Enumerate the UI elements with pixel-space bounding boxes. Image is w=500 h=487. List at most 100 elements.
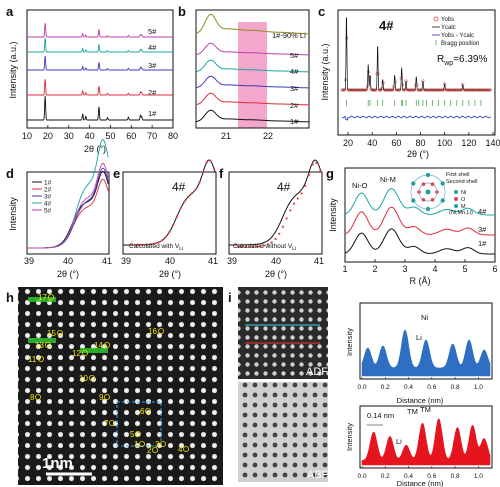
obs-point	[285, 217, 288, 220]
obs-point	[304, 184, 307, 188]
d-legend-label: 2#	[44, 187, 52, 194]
g-xtick-label: 4	[432, 264, 437, 274]
obs-point	[240, 245, 244, 249]
legend-diff: Yobs - Ycalc	[441, 33, 474, 39]
plot-frame-e	[122, 171, 217, 255]
top-xlabel: Distance (nm)	[397, 396, 444, 405]
atom-number: 3	[155, 440, 160, 449]
profile-xtick-label: 0.6	[427, 473, 436, 480]
obs-point	[255, 245, 258, 248]
obs-point	[278, 232, 281, 235]
atom-circle	[151, 446, 158, 453]
d-legend-label: 1#	[44, 180, 52, 187]
profile-xtick-label: 0.0	[357, 384, 366, 391]
atom-circle	[45, 341, 52, 348]
profile-bottom-xticks: 0.0 0.2 0.4 0.6 0.8 1.0	[357, 466, 483, 480]
f-xtick-41: 41	[314, 256, 324, 266]
xrd-series-3	[27, 55, 173, 71]
fit-line	[229, 159, 322, 246]
c-xtick-label: 40	[367, 138, 377, 148]
atom-number: 7	[104, 419, 109, 428]
bot-label-tm1: TM	[407, 407, 418, 416]
obs-point	[146, 243, 149, 246]
obs-point	[311, 163, 314, 166]
obs-point	[157, 241, 160, 244]
panel-f-series	[229, 159, 322, 249]
panel-f: f 4# Calculated without VLi 39 40 41 2θ …	[219, 159, 324, 279]
panel-a-xticks: 10 20 30 40 50 60 70 80	[22, 125, 178, 141]
d-xtick-39: 39	[24, 256, 34, 266]
diff-line	[341, 115, 491, 121]
atom-circle	[104, 393, 111, 400]
panel-letter-d: d	[6, 166, 14, 181]
profile-bottom-frame	[359, 405, 493, 469]
a-xtick-label: 10	[22, 131, 32, 141]
g-peak-nio: Ni-O	[352, 181, 368, 190]
profile-xtick-label: 1.0	[474, 384, 483, 391]
obs-point	[263, 244, 266, 247]
panel-d-legend: 1#2#3#4#5#	[32, 180, 52, 215]
f-caption: Calculated without VLi	[233, 243, 296, 252]
d-xtick-40: 40	[63, 256, 73, 266]
b-label-2: 2#	[290, 101, 299, 110]
legend-ni-marker	[454, 190, 458, 194]
atom-circle	[104, 341, 111, 348]
atom-number: 2	[147, 446, 152, 455]
profile-xtick-label: 0.0	[357, 473, 366, 480]
plot-frame-c	[337, 9, 496, 136]
profile-xtick-label: 0.4	[404, 473, 413, 480]
a-xtick-label: 50	[105, 131, 115, 141]
ycalc-line	[342, 17, 491, 91]
panel-g: g Ni-O Ni-M 4# 3# 1# First shell Second …	[326, 166, 498, 286]
legend-yobs-marker	[433, 16, 439, 22]
scale-bar-label: 1nm	[42, 455, 73, 472]
obs-point	[244, 245, 247, 249]
bottom-profile-area	[361, 418, 491, 466]
d-ylabel: Intensity	[8, 197, 18, 231]
label-4: 4#	[148, 43, 157, 52]
exafs-line	[344, 188, 495, 216]
m-atom	[425, 172, 431, 178]
b-label-3: 3#	[290, 84, 299, 93]
label-3: 3#	[148, 61, 157, 70]
profile-top-frame	[359, 302, 493, 380]
obs-point	[274, 237, 277, 241]
c-xtick-label: 120	[461, 138, 476, 148]
obs-point	[179, 207, 182, 210]
bot-label-li: Li	[396, 437, 402, 446]
g-xtick-label: 1	[342, 264, 347, 274]
obs-point	[172, 223, 175, 226]
obs-point	[134, 243, 138, 247]
atom-circle	[138, 440, 145, 447]
m-atom	[411, 198, 416, 203]
panel-letter-g: g	[326, 166, 334, 181]
atom-number: 5	[130, 430, 135, 439]
plot-frame-d	[26, 171, 110, 255]
xrd-series-2	[27, 78, 173, 96]
atom-circle	[57, 329, 64, 336]
ni-atom	[425, 189, 431, 195]
atom-circle	[157, 327, 164, 334]
b-xtick-22: 22	[263, 131, 273, 141]
o-atom	[430, 197, 435, 202]
g-xlabel: R (Å)	[410, 276, 431, 286]
g-atoms	[411, 172, 445, 212]
g-label-1: 1#	[478, 239, 487, 248]
profile-xtick-label: 0.2	[381, 473, 390, 480]
panel-b: b 21 22 1#-90% Li 5# 4# 3# 2# 1#	[178, 4, 310, 141]
panel-a-ylabel: Intensity (a.u.)	[8, 41, 18, 98]
g-second-shell: Second shell	[446, 179, 478, 185]
profile-top	[361, 329, 491, 377]
b-series-line	[195, 13, 309, 35]
panel-letter-h: h	[6, 290, 14, 305]
profile-xtick-label: 0.2	[381, 384, 390, 391]
g-xtick-label: 2	[372, 264, 377, 274]
obs-point	[194, 188, 197, 191]
c-xtick-label: 60	[391, 138, 401, 148]
obs-point	[315, 161, 318, 165]
o-atom	[421, 182, 426, 187]
bot-label-tm2: TM	[420, 405, 431, 414]
g-legend-o: O	[461, 197, 466, 203]
b-label-5: 5#	[290, 51, 299, 60]
obs-point	[289, 209, 292, 212]
